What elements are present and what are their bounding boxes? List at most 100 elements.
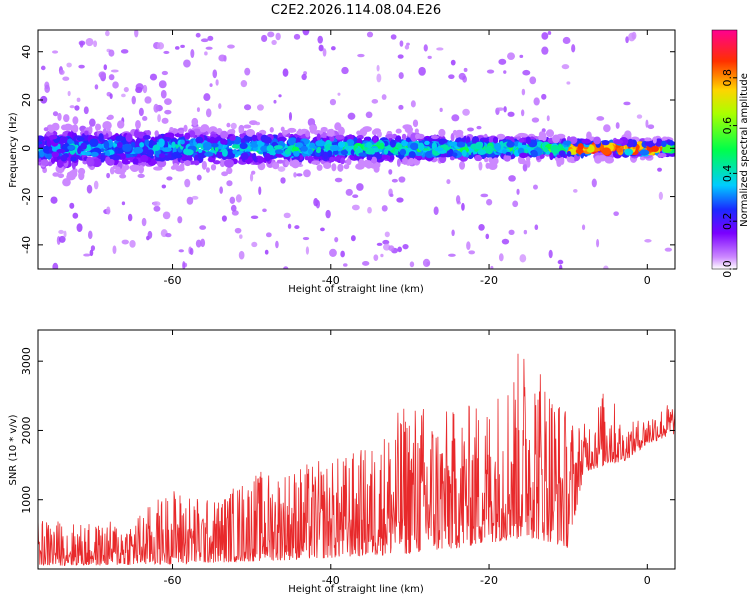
spectrogram-cell xyxy=(161,184,167,189)
spectrogram-cell xyxy=(512,200,519,208)
y-tick-label: 20 xyxy=(20,93,33,107)
spectrogram-cell xyxy=(67,90,71,97)
spectrogram-cell xyxy=(422,258,431,268)
spectrogram-cell xyxy=(84,130,89,136)
spectrogram-cell xyxy=(122,143,133,153)
spectrogram-cell xyxy=(69,105,75,109)
spectrogram-cell xyxy=(356,138,363,145)
spectrogram-cell xyxy=(134,129,139,139)
spectrogram-cell xyxy=(89,138,99,147)
spectrogram-cell xyxy=(266,144,274,152)
spectrogram-cell xyxy=(320,126,328,133)
spectrogram-cell xyxy=(456,141,466,148)
spectrogram-cell xyxy=(645,119,649,128)
spectrogram-cell xyxy=(175,46,180,50)
spectrogram-cell xyxy=(70,156,77,162)
spectrogram-cell xyxy=(57,159,64,168)
spectrogram-cell xyxy=(486,69,495,74)
spectrogram-cell xyxy=(220,130,229,139)
colorbar-label: Normalized spectral amplitude xyxy=(739,73,750,227)
spectrogram-cell xyxy=(39,149,45,158)
spectrogram-cell xyxy=(196,142,203,148)
spectrogram-cell xyxy=(343,164,350,170)
spectrogram-cell xyxy=(352,194,359,199)
spectrogram-cell xyxy=(251,241,258,248)
spectrogram-cell xyxy=(380,253,384,258)
spectrogram-cell xyxy=(147,230,153,239)
spectrogram-cell xyxy=(379,142,385,150)
spectrogram-cell xyxy=(57,173,65,179)
spectrogram-cell xyxy=(530,150,538,158)
spectrogram-cell xyxy=(94,84,99,90)
spectrogram-cell xyxy=(51,50,59,54)
spectrogram-cell xyxy=(494,142,502,152)
spectrogram-cell xyxy=(124,152,132,158)
spectrogram-cell xyxy=(398,72,404,79)
snr-y-label: SNR (10 * v/v) xyxy=(8,414,19,485)
spectrogram-cell xyxy=(48,124,55,133)
spectrogram-cell xyxy=(448,141,459,147)
spectrogram-cell xyxy=(525,136,531,145)
spectrogram-cell xyxy=(329,144,340,151)
spectrogram-cell xyxy=(461,149,467,157)
spectrogram-cell xyxy=(541,46,549,55)
spectrogram-cell xyxy=(133,146,144,154)
spectrogram-cell xyxy=(258,186,262,195)
spectrogram-cell xyxy=(462,108,470,116)
spectrogram-cell xyxy=(165,132,175,139)
spectrogram-cell xyxy=(433,206,439,216)
spectrogram-cell xyxy=(110,69,119,73)
spectrogram-cell xyxy=(275,32,281,41)
spectrogram-cell xyxy=(76,223,83,233)
spectrogram-cell xyxy=(137,173,145,179)
spectrogram-cell xyxy=(402,124,412,130)
spectrogram-cell xyxy=(347,112,356,120)
spectrogram-cell xyxy=(52,146,57,152)
spectrogram-cell xyxy=(227,44,235,49)
spectrogram-cell xyxy=(601,140,610,146)
spectrogram-cell xyxy=(317,35,324,44)
spectrogram-cell xyxy=(106,206,111,215)
spectrogram-cell xyxy=(137,131,145,139)
spectrogram-cell xyxy=(362,126,372,132)
spectrogram-cell xyxy=(625,36,629,44)
spectrogram-cell xyxy=(157,114,161,123)
spectrogram-cell xyxy=(221,171,229,177)
spectrogram-cell xyxy=(135,119,141,129)
spectrogram-cell xyxy=(91,158,102,168)
spectrogram-cell xyxy=(543,147,549,153)
spectrogram-cell xyxy=(531,117,540,123)
spectrogram-cell xyxy=(121,239,129,245)
snr-x-ticks: -60 -40 -20 0 xyxy=(164,330,651,587)
spectrogram-cell xyxy=(613,211,619,217)
spectrogram-cell xyxy=(396,158,401,167)
spectrogram-cell xyxy=(40,159,49,166)
spectrogram-cell xyxy=(581,224,586,231)
spectrogram-cell xyxy=(62,178,71,187)
spectrogram-cell xyxy=(316,133,321,142)
spectrogram-cell xyxy=(252,152,257,161)
spectrogram-cell xyxy=(183,148,190,155)
spectrogram-cell xyxy=(161,117,169,124)
spectrogram-cell xyxy=(146,149,155,157)
spectrogram-cell xyxy=(84,151,92,156)
spectrogram-cell xyxy=(644,239,652,243)
spectrogram-cell xyxy=(329,248,337,257)
spectrogram-cell xyxy=(561,64,570,70)
spectrogram-cell xyxy=(523,229,528,235)
spectrogram-cell xyxy=(507,111,515,117)
spectrogram-cell xyxy=(376,64,380,72)
spectrogram-cell xyxy=(162,137,172,142)
spectrogram-cell xyxy=(328,128,335,137)
spectrogram-cell xyxy=(549,152,554,161)
spectrogram-cell xyxy=(277,136,287,142)
spectrogram-cell xyxy=(191,195,199,200)
spectrogram-cell xyxy=(559,264,563,269)
spectrogram-cell xyxy=(273,99,277,104)
spectrogram-cell xyxy=(647,124,655,130)
spectrogram-cell xyxy=(478,223,485,231)
spectrogram-cell xyxy=(475,141,483,150)
y-tick-label: 0 xyxy=(20,145,33,152)
spectrogram-cell xyxy=(503,70,507,74)
spectrogram-cell xyxy=(116,166,121,172)
